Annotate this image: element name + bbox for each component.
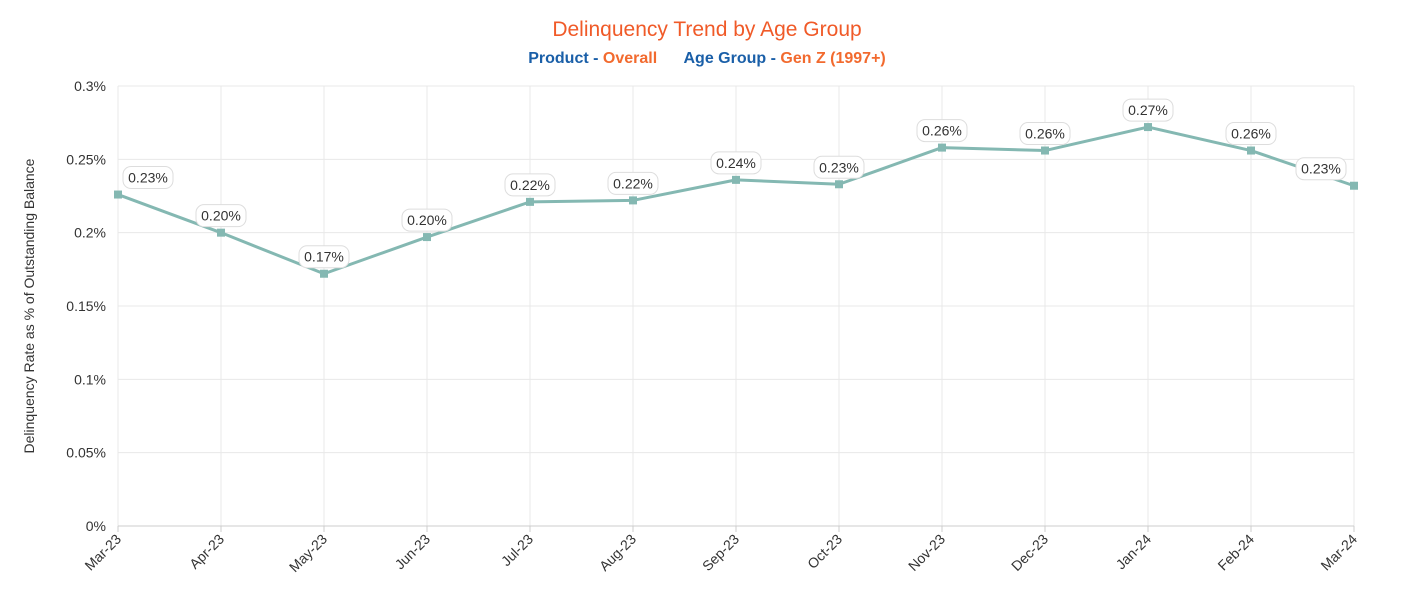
- data-label: 0.20%: [201, 208, 241, 224]
- x-tick-label: Sep-23: [699, 531, 742, 574]
- data-label-box: [1122, 98, 1174, 122]
- y-tick-label: 0.2%: [74, 225, 106, 241]
- data-point-marker: [1144, 123, 1152, 132]
- data-label-box: [916, 119, 968, 143]
- data-label-box: [504, 173, 556, 197]
- data-label-box: [195, 204, 247, 228]
- data-point-marker: [320, 269, 328, 278]
- data-label: 0.26%: [1025, 126, 1065, 142]
- x-tick-label: Mar-23: [81, 531, 124, 574]
- data-label: 0.26%: [1231, 126, 1271, 142]
- data-label-box: [1019, 122, 1071, 146]
- y-tick-label: 0%: [86, 518, 106, 534]
- data-label-box: [298, 245, 350, 269]
- data-point-marker: [1247, 146, 1255, 155]
- x-tick-label: Mar-24: [1317, 531, 1360, 574]
- data-point-marker: [526, 197, 534, 206]
- data-label-box: [710, 151, 762, 175]
- data-point-marker: [938, 143, 946, 152]
- data-label: 0.23%: [128, 170, 168, 186]
- product-label: Product -: [528, 50, 603, 67]
- data-point-marker: [835, 180, 843, 189]
- x-tick-label: Aug-23: [596, 531, 639, 574]
- data-label-box: [401, 208, 453, 232]
- age-group-value: Gen Z (1997+): [780, 50, 886, 67]
- data-label: 0.22%: [613, 175, 653, 191]
- data-label: 0.23%: [1301, 161, 1341, 177]
- data-label: 0.23%: [819, 159, 859, 175]
- product-value: Overall: [602, 50, 658, 67]
- x-tick-label: Jan-24: [1113, 531, 1155, 573]
- x-tick-label: Jul-23: [498, 531, 536, 569]
- x-tick-label: Oct-23: [804, 531, 845, 572]
- data-point-marker: [1350, 181, 1358, 190]
- data-point-marker: [732, 175, 740, 184]
- data-label: 0.26%: [922, 123, 962, 139]
- data-label: 0.20%: [407, 212, 447, 228]
- data-label: 0.27%: [1128, 102, 1168, 118]
- y-tick-label: 0.05%: [66, 445, 106, 461]
- data-point-marker: [1041, 146, 1049, 155]
- y-tick-label: 0.25%: [66, 151, 106, 167]
- y-tick-label: 0.1%: [74, 371, 106, 387]
- y-tick-label: 0.15%: [66, 298, 106, 314]
- y-axis-label: Delinquency Rate as % of Outstanding Bal…: [21, 158, 37, 453]
- data-label-box: [122, 166, 174, 190]
- data-point-marker: [423, 233, 431, 242]
- data-label-box: [1225, 122, 1277, 146]
- age-group-label: Age Group -: [683, 50, 781, 67]
- data-label: 0.22%: [510, 177, 550, 193]
- data-label-box: [813, 155, 865, 179]
- data-label: 0.17%: [304, 249, 344, 265]
- x-tick-label: Apr-23: [186, 531, 227, 572]
- data-label: 0.24%: [716, 155, 756, 171]
- data-point-marker: [114, 190, 122, 199]
- x-tick-label: Jun-23: [392, 531, 434, 573]
- chart-subtitle: Product - Overall Age Group - Gen Z (199…: [0, 50, 1414, 68]
- chart-title: Delinquency Trend by Age Group: [552, 18, 862, 41]
- data-label-box: [1295, 157, 1347, 181]
- data-label-box: [607, 171, 659, 195]
- data-point-marker: [629, 196, 637, 205]
- x-tick-label: May-23: [286, 531, 330, 575]
- data-point-marker: [217, 228, 225, 237]
- y-tick-label: 0.3%: [74, 78, 106, 94]
- x-tick-label: Dec-23: [1008, 531, 1051, 574]
- x-tick-label: Nov-23: [905, 531, 948, 574]
- x-tick-label: Feb-24: [1214, 531, 1257, 574]
